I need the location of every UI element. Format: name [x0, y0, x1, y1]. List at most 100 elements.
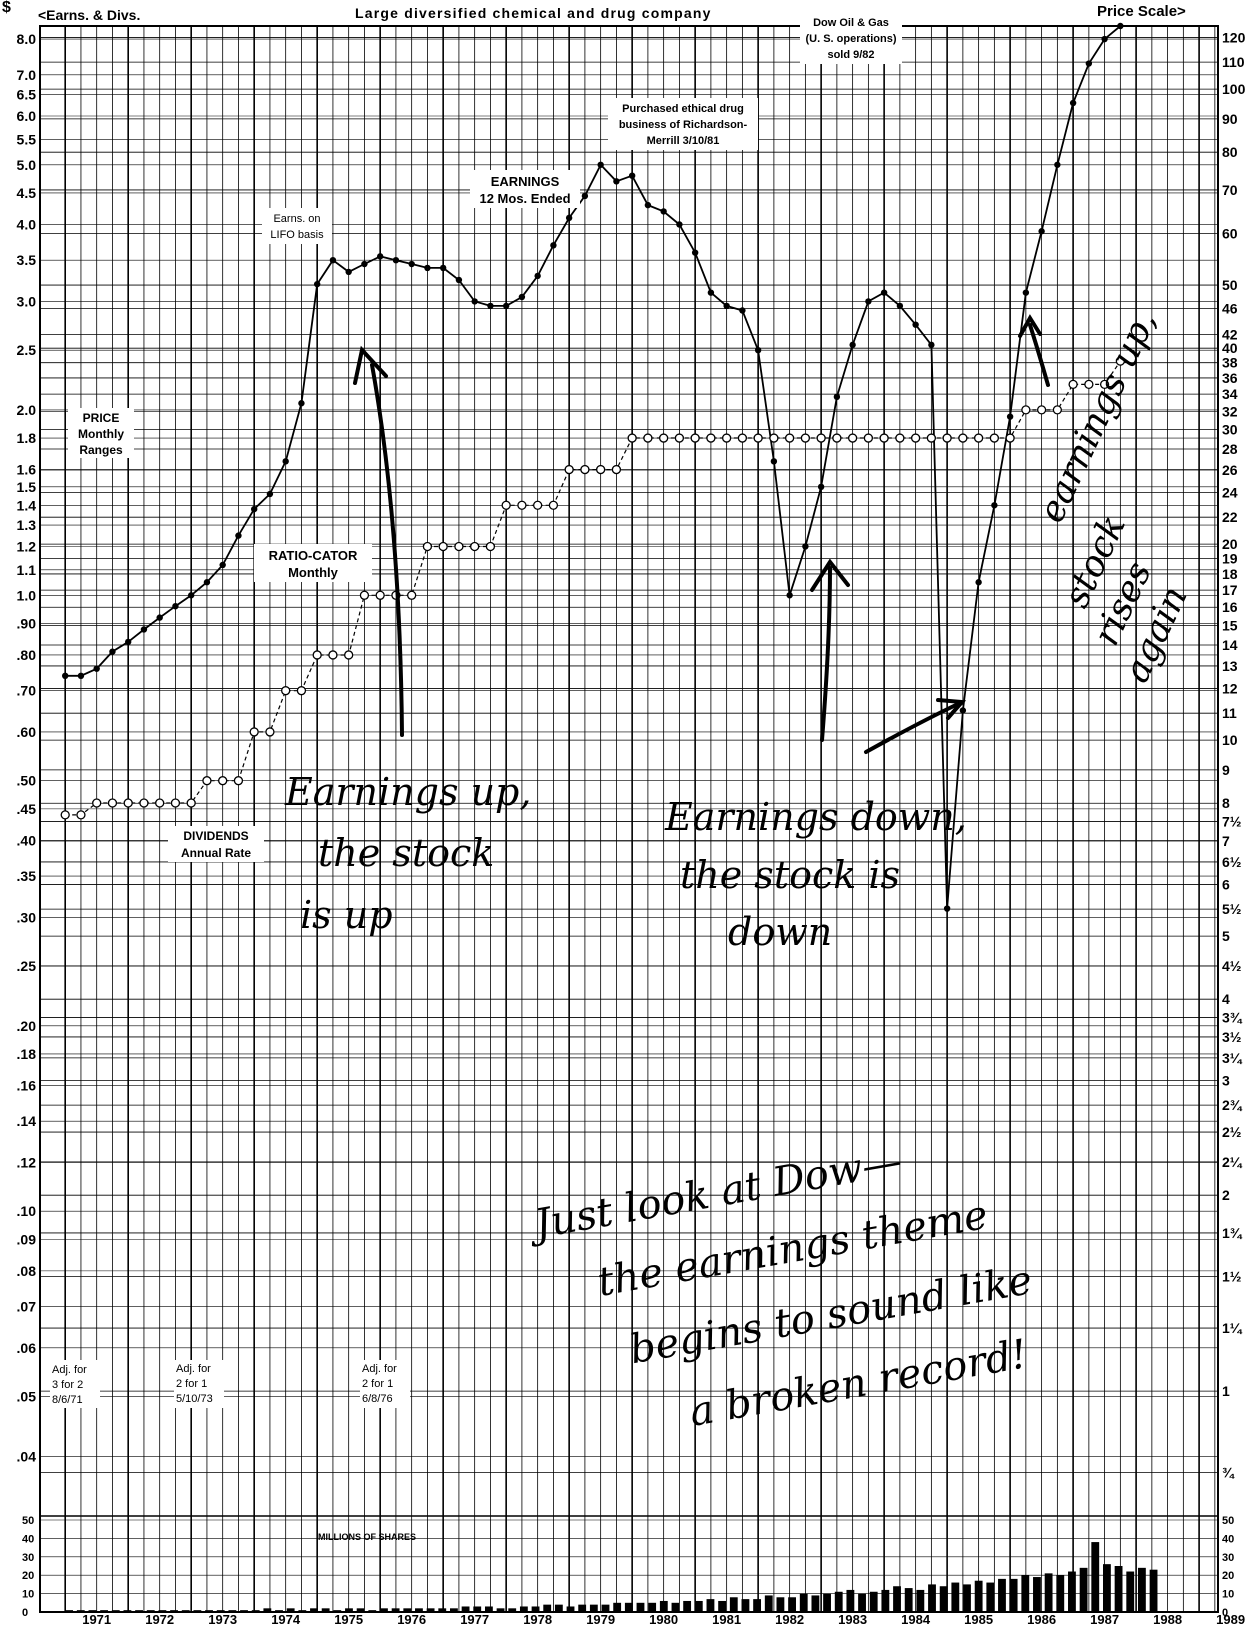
left-tick-label: .50 [17, 773, 37, 789]
volume-bar [484, 1606, 493, 1612]
year-label: 1971 [82, 1612, 111, 1627]
volume-bar [1126, 1571, 1135, 1612]
left-tick-label: .10 [17, 1203, 37, 1219]
svg-text:the stock: the stock [318, 831, 494, 875]
svg-text:(U. S. operations): (U. S. operations) [805, 33, 896, 45]
svg-text:Adj. for: Adj. for [176, 1363, 211, 1375]
dividends-point [1099, 379, 1110, 390]
earnings-point [219, 561, 226, 569]
earnings-point [1069, 99, 1077, 107]
earnings-point [439, 264, 447, 272]
dividends-point [1005, 433, 1015, 443]
volume-tick-right: 40 [1222, 1533, 1234, 1545]
volume-bar [1033, 1577, 1041, 1612]
earnings-point [565, 214, 573, 222]
left-tick-label: 3.5 [17, 252, 37, 268]
dividends-point [123, 798, 133, 808]
note-purchased: Purchased ethical drug business of Richa… [608, 98, 758, 150]
note-dividends: DIVIDENDS Annual Rate [168, 826, 264, 862]
volume-bar [216, 1610, 225, 1612]
svg-text:down: down [728, 910, 832, 954]
dividends-point [422, 541, 433, 552]
dividends-point [753, 433, 763, 443]
volume-bar [799, 1593, 808, 1612]
right-tick-label: 2¾ [1222, 1097, 1243, 1113]
earnings-point [550, 242, 557, 249]
left-tick-label: .80 [17, 647, 37, 663]
note-adj-1976: Adj. for 2 for 1 6/8/76 [360, 1360, 410, 1408]
dividends-point [375, 590, 385, 600]
right-tick-label: 2¼ [1222, 1154, 1243, 1170]
left-tick-label: .90 [17, 615, 37, 631]
right-tick-label: 13 [1222, 658, 1238, 674]
volume-bar [368, 1610, 377, 1612]
dividends-point [407, 590, 417, 600]
left-tick-label: 8.0 [17, 31, 37, 47]
earnings-point [156, 614, 163, 621]
volume-bar [1103, 1564, 1111, 1612]
earnings-point [628, 172, 636, 179]
volume-bar [881, 1589, 890, 1612]
earnings-point [959, 707, 967, 714]
dividends-point [533, 500, 543, 510]
earnings-point [455, 276, 463, 284]
year-label: 1989 [1216, 1612, 1245, 1627]
volume-bar [100, 1610, 109, 1612]
dividends-point [344, 650, 354, 660]
volume-bar [951, 1582, 960, 1612]
left-axis-title: <Earns. & Divs. [38, 7, 140, 23]
volume-bar [1068, 1571, 1076, 1612]
year-label: 1973 [208, 1612, 237, 1627]
dividends-point [265, 727, 275, 737]
svg-text:earnings up,: earnings up, [1031, 304, 1165, 528]
left-tick-label: 1.5 [17, 479, 37, 495]
volume-bar [694, 1600, 703, 1612]
earnings-point [376, 253, 384, 260]
right-tick-label: 4 [1222, 991, 1230, 1007]
earnings-point [361, 260, 368, 268]
earnings-point [1006, 413, 1014, 420]
dividends-point [832, 433, 842, 443]
earnings-point [676, 221, 683, 228]
year-label: 1978 [523, 1612, 552, 1627]
svg-text:Ranges: Ranges [79, 443, 123, 457]
earnings-line [65, 25, 1121, 909]
year-label: 1977 [460, 1612, 489, 1627]
volume-bar [461, 1606, 470, 1612]
volume-bar [566, 1606, 575, 1612]
dividends-point [155, 798, 165, 808]
dividends-point [501, 500, 511, 510]
earnings-point [424, 264, 431, 272]
volume-bar [251, 1610, 260, 1612]
dividends-point [1052, 405, 1063, 415]
right-tick-label: 1¾ [1222, 1225, 1243, 1241]
volume-tick-left: 30 [22, 1552, 34, 1564]
volume-bar [858, 1593, 866, 1612]
volume-bar [788, 1597, 796, 1612]
dividends-point [202, 776, 212, 786]
volume-bar [181, 1610, 190, 1612]
right-tick-label: 50 [1222, 277, 1238, 293]
left-tick-label: .09 [17, 1231, 37, 1247]
year-label: 1988 [1153, 1612, 1182, 1627]
svg-text:Dow Oil & Gas: Dow Oil & Gas [813, 17, 889, 29]
right-tick-label: 3¾ [1222, 1009, 1243, 1025]
left-tick-label: .08 [17, 1263, 37, 1279]
earnings-point [502, 302, 510, 310]
volume-tick-right: 30 [1222, 1552, 1234, 1564]
svg-text:business of Richardson-: business of Richardson- [619, 119, 748, 131]
left-tick-label: 5.5 [17, 131, 37, 147]
dividends-point [926, 433, 937, 443]
right-tick-label: 17 [1222, 582, 1238, 598]
volume-bar [671, 1602, 680, 1612]
note-price: PRICE Monthly Ranges [68, 408, 134, 458]
right-tick-label: 120 [1222, 30, 1246, 46]
right-tick-label: 5½ [1222, 901, 1242, 917]
handwriting-earnings-down: Earnings down, the stock is down [664, 795, 967, 954]
volume-bar [683, 1600, 692, 1612]
handwriting-earnings-up: Earnings up, the stock is up [284, 770, 531, 937]
volume-bar [519, 1606, 528, 1612]
volume-tick-right: 20 [1222, 1570, 1234, 1582]
volume-bar [473, 1606, 482, 1612]
